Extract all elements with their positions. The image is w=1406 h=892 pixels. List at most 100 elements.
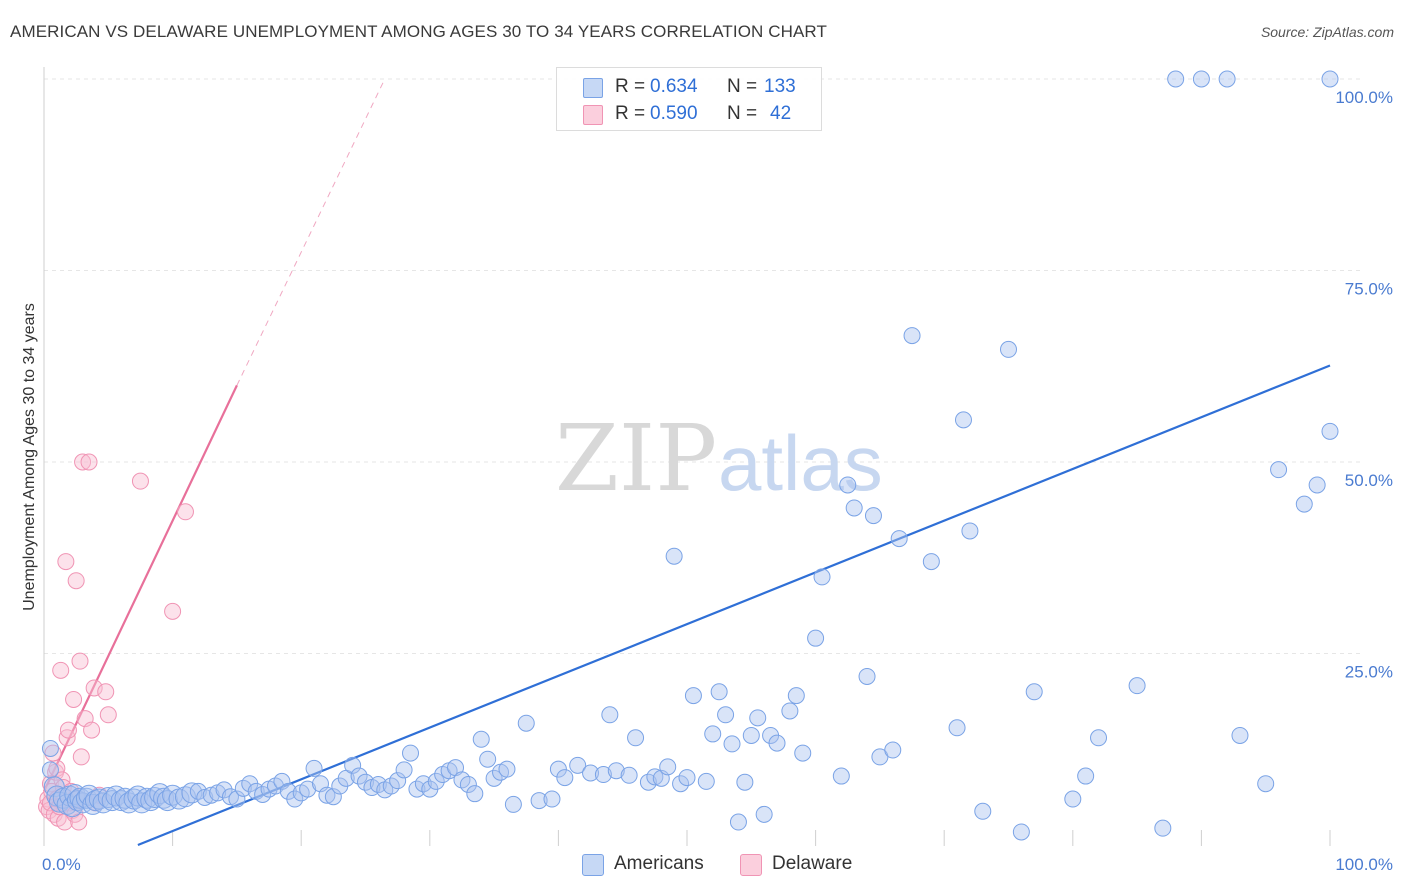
americans-point-70 [395, 761, 413, 779]
americans-point-115 [742, 726, 760, 744]
axis-ticks: 25.0% 50.0% 75.0% 100.0% 0.0% 100.0% [42, 88, 1393, 874]
legend-r-label: R = [615, 103, 646, 124]
americans-point-87 [504, 795, 522, 813]
americans-point-151 [1257, 775, 1275, 793]
watermark-atlas: atlas [718, 419, 883, 507]
americans-point-154 [1308, 476, 1326, 494]
americans-point-55 [299, 780, 317, 798]
chart-source: Source: ZipAtlas.com [1260, 24, 1394, 40]
americans-point-131 [884, 741, 902, 759]
chart-title: AMERICAN VS DELAWARE UNEMPLOYMENT AMONG … [10, 22, 827, 41]
correlation-legend: R = 0.634 N = 133 R = 0.590 N = 42 [556, 67, 822, 131]
americans-point-28 [136, 787, 158, 809]
americans-point-0 [41, 739, 59, 757]
americans-point-156 [1321, 422, 1339, 440]
americans-point-127 [845, 499, 863, 517]
americans-point-103 [659, 758, 677, 776]
americans-point-51 [273, 772, 291, 790]
americans-point-62 [344, 756, 362, 774]
legend-row-delaware: R = 0.590 N = 42 [557, 99, 821, 127]
americans-point-150 [1231, 726, 1249, 744]
americans-point-134 [922, 553, 940, 571]
delaware-point-40 [164, 602, 182, 620]
americans-point-108 [697, 772, 715, 790]
americans-legend-label: Americans [614, 853, 704, 874]
americans-point-121 [787, 687, 805, 705]
americans-point-39 [196, 789, 214, 807]
delaware-point-41 [176, 503, 194, 521]
americans-point-123 [807, 629, 825, 647]
americans-point-125 [832, 767, 850, 785]
americans-point-98 [620, 766, 638, 784]
americans-point-84 [485, 769, 503, 787]
delaware-point-25 [67, 572, 85, 590]
legend-n-label: N = [727, 103, 758, 124]
y-tick-label-1: 50.0% [1345, 471, 1393, 490]
delaware-point-33 [83, 721, 101, 739]
delaware-point-37 [97, 683, 115, 701]
americans-point-99 [627, 729, 645, 747]
americans-point-40 [202, 786, 220, 804]
y-tick-label-3: 100.0% [1335, 88, 1393, 107]
americans-point-101 [646, 768, 664, 786]
americans-swatch [583, 78, 603, 98]
americans-point-43 [221, 788, 239, 806]
trend-lines [43, 78, 1331, 847]
americans-point-32 [153, 787, 175, 809]
americans-point-142 [1064, 790, 1082, 808]
americans-legend-swatch [582, 854, 604, 876]
legend-n-value-americans: 133 [764, 76, 796, 97]
americans-points [41, 70, 1339, 841]
americans-point-95 [594, 766, 612, 784]
americans-point-59 [324, 788, 342, 806]
watermark: ZIP atlas [555, 405, 883, 512]
americans-point-107 [684, 687, 702, 705]
americans-point-1 [41, 761, 59, 779]
americans-point-117 [755, 805, 773, 823]
americans-point-148 [1192, 70, 1210, 88]
y-tick-label-0: 25.0% [1345, 663, 1393, 682]
delaware-point-30 [74, 453, 92, 471]
americans-point-92 [556, 769, 574, 787]
americans-point-56 [305, 759, 323, 777]
americans-point-75 [427, 772, 445, 790]
americans-trend-line [137, 364, 1331, 847]
legend-r-value-delaware: 0.590 [650, 103, 698, 124]
americans-point-97 [607, 762, 625, 780]
americans-point-93 [569, 756, 587, 774]
delaware-point-32 [80, 453, 98, 471]
americans-point-155 [1321, 70, 1339, 88]
americans-point-90 [543, 790, 561, 808]
americans-point-96 [601, 706, 619, 724]
americans-point-81 [466, 785, 484, 803]
americans-point-111 [717, 706, 735, 724]
delaware-point-28 [71, 652, 89, 670]
americans-point-110 [710, 683, 728, 701]
americans-point-143 [1077, 767, 1095, 785]
legend-r-label: R = [615, 76, 646, 97]
americans-point-80 [459, 775, 477, 793]
americans-point-63 [350, 767, 368, 785]
americans-point-88 [517, 714, 535, 732]
delaware-point-13 [52, 661, 70, 679]
delaware-swatch [583, 105, 603, 125]
americans-point-128 [858, 667, 876, 685]
americans-point-94 [582, 764, 600, 782]
americans-point-4 [48, 791, 70, 813]
x-tick-label-min: 0.0% [42, 855, 81, 874]
delaware-point-23 [65, 690, 83, 708]
americans-point-129 [864, 507, 882, 525]
americans-point-147 [1167, 70, 1185, 88]
delaware-legend-swatch [740, 854, 762, 876]
americans-point-44 [228, 790, 246, 808]
americans-point-71 [402, 744, 420, 762]
americans-point-19 [97, 787, 119, 809]
americans-point-109 [704, 725, 722, 743]
americans-point-69 [389, 772, 407, 790]
americans-point-132 [890, 530, 908, 548]
americans-point-137 [961, 522, 979, 540]
legend-n-label: N = [727, 76, 758, 97]
americans-point-58 [318, 786, 336, 804]
delaware-trend-line [43, 384, 238, 792]
americans-point-116 [749, 709, 767, 727]
